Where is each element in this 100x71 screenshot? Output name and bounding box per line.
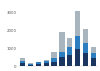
Bar [59,32,64,52]
Bar [83,29,88,43]
Bar [20,61,25,63]
Bar [59,52,64,57]
Bar [52,58,57,62]
Bar [91,53,96,58]
Bar [28,65,33,66]
Bar [20,63,25,66]
Bar [28,63,33,64]
Bar [36,62,41,64]
Bar [44,61,49,63]
Bar [67,55,72,66]
Bar [83,43,88,53]
Bar [83,53,88,66]
Bar [52,62,57,66]
Bar [67,47,72,55]
Bar [75,36,80,49]
Bar [44,63,49,66]
Bar [75,11,80,36]
Bar [91,47,96,53]
Bar [28,64,33,65]
Bar [67,38,72,47]
Bar [36,64,41,66]
Bar [91,58,96,66]
Bar [75,49,80,66]
Bar [44,60,49,61]
Bar [20,58,25,61]
Bar [52,52,57,58]
Bar [59,57,64,66]
